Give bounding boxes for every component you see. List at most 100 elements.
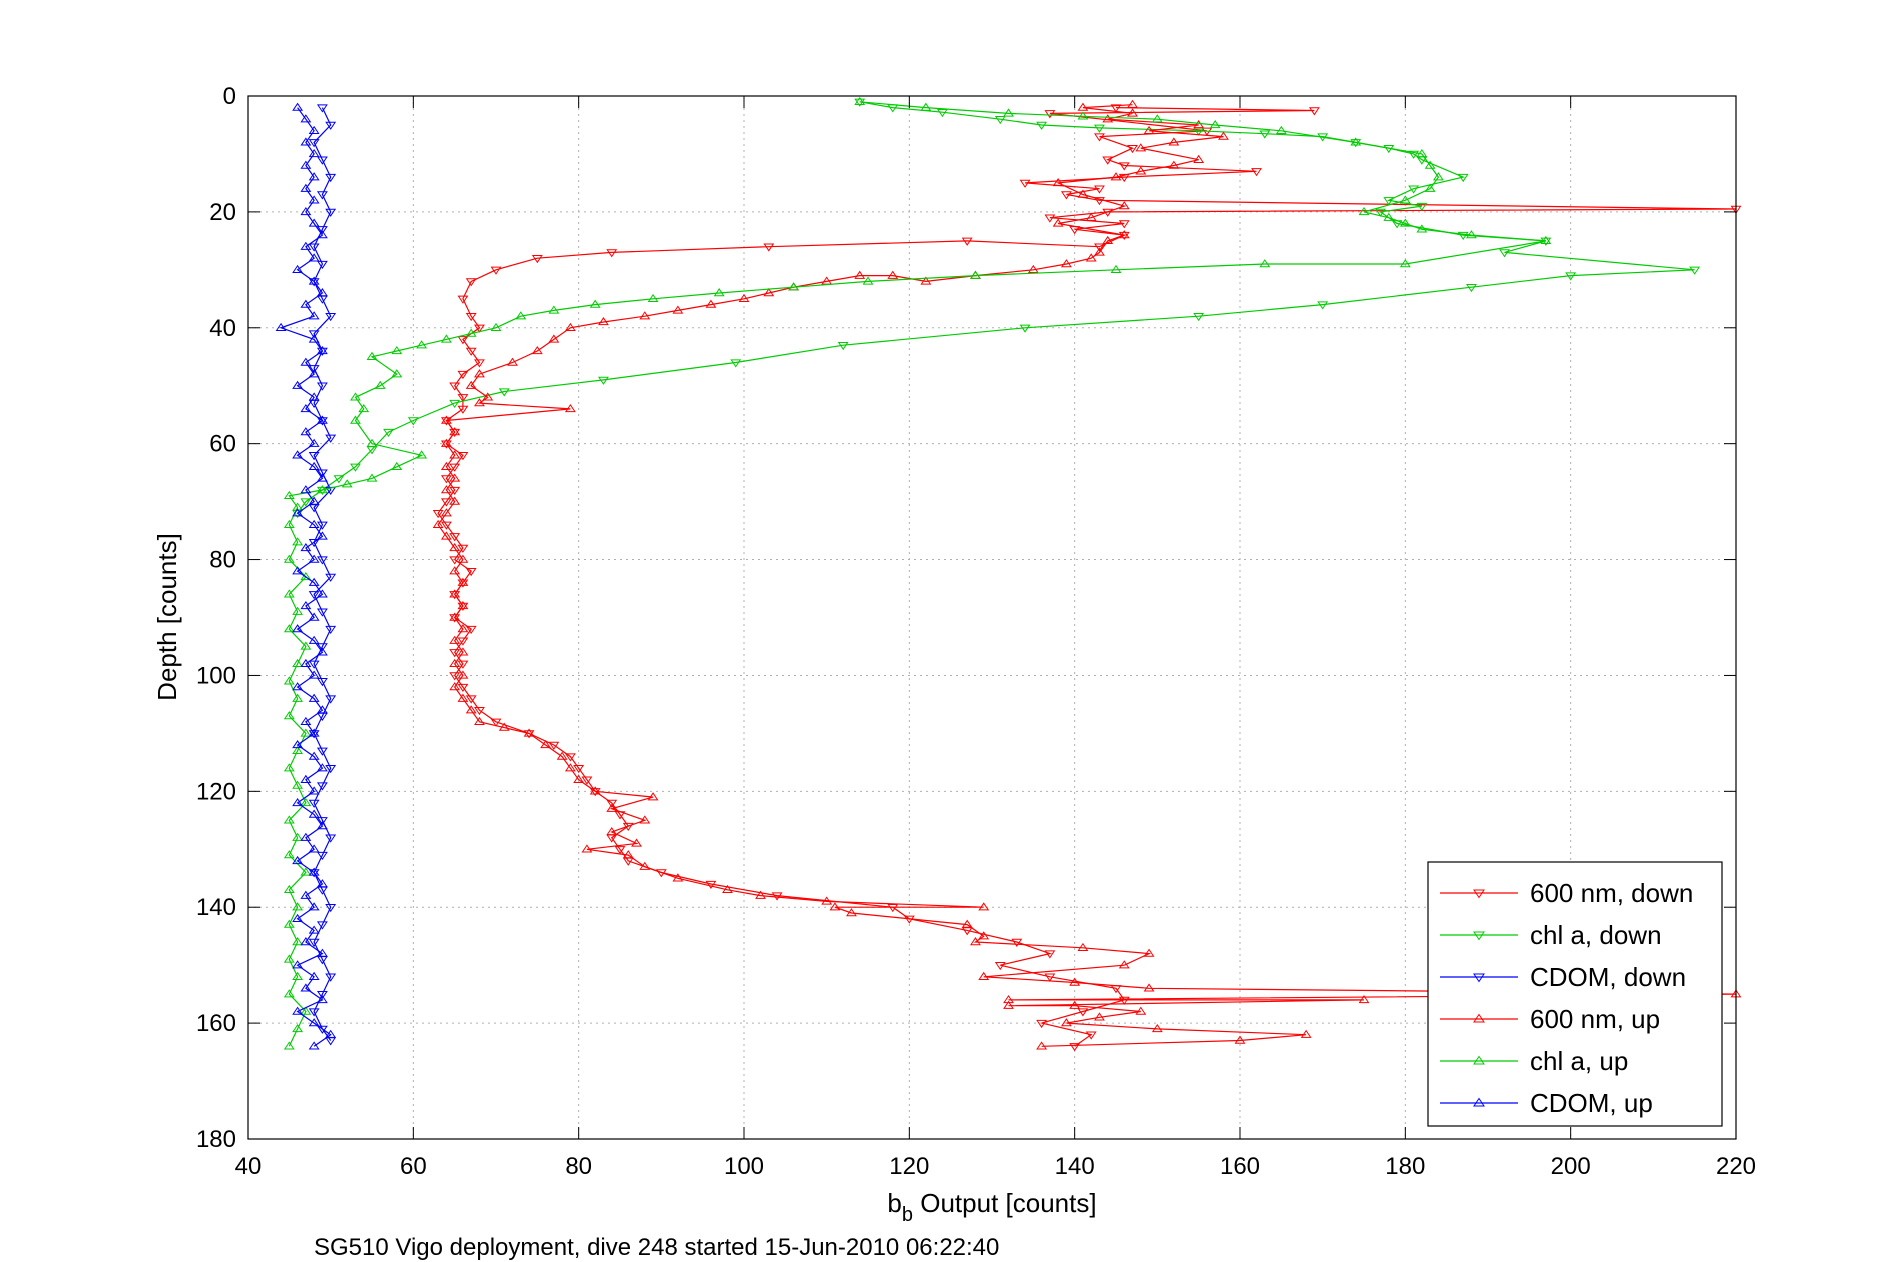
- data-point: [1077, 111, 1089, 120]
- data-point: [316, 879, 328, 888]
- data-point: [465, 695, 477, 704]
- data-point: [1077, 1008, 1089, 1017]
- data-point: [705, 880, 717, 889]
- data-point: [316, 921, 328, 930]
- data-point: [283, 763, 295, 772]
- data-point: [854, 96, 866, 105]
- legend-swatch-marker: [1473, 1055, 1485, 1065]
- data-point: [308, 902, 320, 911]
- data-point: [449, 399, 461, 409]
- data-point: [316, 851, 328, 861]
- data-point: [788, 282, 800, 291]
- data-point: [1466, 230, 1477, 239]
- data-point: [316, 763, 328, 772]
- data-point: [449, 612, 461, 621]
- data-point: [440, 521, 452, 530]
- data-point: [465, 705, 477, 714]
- data-point: [292, 971, 304, 980]
- data-point: [548, 334, 560, 343]
- data-point: [490, 718, 502, 727]
- data-point: [722, 884, 733, 894]
- y-tick-label: 40: [209, 315, 236, 342]
- data-point: [730, 359, 742, 368]
- data-point: [474, 707, 485, 716]
- data-point: [416, 450, 428, 459]
- x-tick-label: 120: [889, 1153, 929, 1180]
- data-point: [821, 896, 833, 905]
- data-point: [316, 782, 328, 791]
- data-point: [449, 566, 461, 575]
- data-point: [1085, 1031, 1097, 1040]
- data-point: [457, 577, 469, 586]
- data-point: [961, 919, 973, 928]
- data-point: [1036, 1019, 1048, 1029]
- data-point: [978, 931, 990, 940]
- data-point: [573, 764, 585, 774]
- data-point: [1060, 191, 1072, 200]
- data-point: [292, 937, 304, 946]
- data-point: [1094, 247, 1105, 256]
- data-point: [449, 635, 461, 644]
- y-tick-label: 140: [196, 894, 236, 921]
- data-point: [465, 312, 477, 322]
- data-point: [1110, 104, 1122, 113]
- data-point: [308, 730, 320, 739]
- data-point: [292, 502, 304, 511]
- data-point: [316, 821, 328, 830]
- data-point: [474, 369, 485, 378]
- data-point: [316, 226, 328, 235]
- data-point: [292, 682, 304, 691]
- data-point: [308, 195, 320, 204]
- data-point: [292, 508, 304, 517]
- data-point: [308, 139, 320, 148]
- data-point: [316, 589, 328, 598]
- data-point: [1350, 137, 1362, 146]
- data-point: [300, 485, 312, 494]
- x-tick-label: 140: [1055, 1153, 1095, 1180]
- data-point: [283, 589, 295, 598]
- data-point: [490, 266, 502, 275]
- data-point: [449, 591, 461, 600]
- data-point: [308, 612, 320, 621]
- data-point: [350, 415, 361, 424]
- data-point: [325, 973, 337, 982]
- legend-swatch-marker: [1473, 973, 1485, 983]
- data-point: [449, 672, 461, 681]
- data-point: [292, 693, 304, 702]
- data-point: [308, 452, 320, 461]
- data-point: [837, 341, 849, 351]
- data-point: [325, 173, 337, 183]
- data-point: [300, 114, 312, 123]
- data-point: [308, 496, 320, 505]
- data-point: [1408, 185, 1420, 194]
- data-point: [507, 357, 518, 366]
- y-tick-label: 60: [209, 431, 236, 458]
- x-axis-title-subscript: b: [902, 1204, 913, 1226]
- data-point: [308, 276, 320, 285]
- data-point: [647, 792, 659, 801]
- legend-swatch-marker: [1473, 1013, 1485, 1023]
- data-point: [292, 380, 304, 389]
- data-point: [292, 960, 304, 969]
- data-point: [465, 328, 477, 337]
- data-point: [316, 347, 328, 356]
- x-tick-label: 220: [1716, 1153, 1756, 1180]
- data-point: [300, 137, 312, 146]
- data-point: [316, 521, 328, 530]
- data-point: [1102, 156, 1114, 165]
- data-point: [598, 376, 609, 385]
- data-point: [457, 370, 469, 380]
- legend-swatch-marker: [1473, 1097, 1485, 1107]
- legend-swatch-marker: [1473, 889, 1485, 899]
- data-point: [440, 415, 452, 424]
- data-point: [829, 902, 841, 911]
- data-point: [449, 649, 461, 658]
- data-point: [325, 486, 337, 495]
- data-point: [316, 191, 328, 200]
- series-line: [288, 101, 1546, 1047]
- data-point: [482, 392, 494, 401]
- x-tick-label: 40: [235, 1153, 262, 1180]
- y-tick-label: 180: [196, 1126, 236, 1153]
- data-point: [1135, 143, 1147, 152]
